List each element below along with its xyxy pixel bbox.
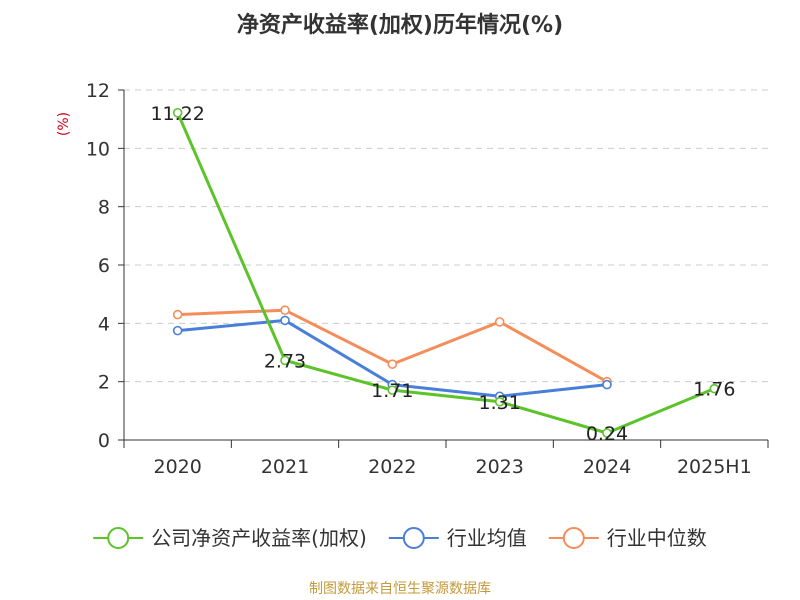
legend-item[interactable]: 行业中位数 xyxy=(548,526,707,550)
legend-circle-icon xyxy=(402,527,425,549)
y-tick-label: 4 xyxy=(98,313,110,335)
data-point xyxy=(172,107,183,118)
grid-lines xyxy=(124,89,768,383)
y-tick-label: 2 xyxy=(98,372,110,394)
data-label: 0.24 xyxy=(586,423,628,445)
legend-circle-icon xyxy=(107,527,130,549)
y-tick-label: 10 xyxy=(86,138,110,160)
legend: 公司净资产收益率(加权) 行业均值 行业中位数 xyxy=(93,526,707,550)
x-tick-label: 2023 xyxy=(475,456,523,478)
data-point xyxy=(494,396,505,407)
data-point xyxy=(387,385,398,395)
legend-label: 行业中位数 xyxy=(607,526,707,550)
x-tick-label: 2022 xyxy=(368,456,416,478)
series-line xyxy=(176,112,715,435)
data-point xyxy=(172,325,183,336)
y-tick-label: 12 xyxy=(86,80,110,102)
source-note: 制图数据来自恒生聚源数据库 xyxy=(309,581,491,597)
data-point xyxy=(387,359,398,369)
chart-title: 净资产收益率(加权)历年情况(%) xyxy=(237,12,563,38)
data-label: 1.31 xyxy=(479,392,521,414)
y-tick-label: 6 xyxy=(98,255,110,277)
series-lines xyxy=(172,107,720,438)
series-2 xyxy=(172,305,612,387)
data-point xyxy=(602,428,612,438)
x-tick-label: 2020 xyxy=(153,456,201,478)
data-point xyxy=(280,355,290,366)
y-tick-label: 8 xyxy=(98,197,110,219)
data-point xyxy=(172,309,183,320)
data-label: 2.73 xyxy=(264,350,306,372)
series-line xyxy=(177,308,608,383)
legend-item[interactable]: 公司净资产收益率(加权) xyxy=(93,526,367,550)
data-point xyxy=(602,379,612,390)
axes: 0 2 4 6 8 10 12 2020 2021 2022 2023 2024 2025H1 xyxy=(86,80,769,478)
legend-item[interactable]: 行业均值 xyxy=(388,526,527,550)
data-point xyxy=(709,383,720,394)
legend-label: 行业均值 xyxy=(447,526,527,550)
data-labels: 11.22 2.73 1.71 1.31 0.24 1.76 xyxy=(150,103,735,445)
data-point xyxy=(280,315,290,326)
x-tick-label: 2024 xyxy=(583,456,631,478)
y-axis-label: (%) xyxy=(56,112,72,136)
legend-circle-icon xyxy=(562,527,585,549)
legend-label: 公司净资产收益率(加权) xyxy=(151,526,367,550)
series-0 xyxy=(172,107,720,438)
data-point xyxy=(494,317,505,327)
data-label: 11.22 xyxy=(150,103,204,125)
data-point xyxy=(280,305,290,316)
x-tick-label: 2021 xyxy=(261,456,309,478)
y-tick-label: 0 xyxy=(98,430,110,452)
data-label: 1.71 xyxy=(371,380,413,402)
series-1 xyxy=(172,315,612,402)
x-tick-label: 2025H1 xyxy=(677,456,752,478)
data-label: 1.76 xyxy=(693,379,735,401)
